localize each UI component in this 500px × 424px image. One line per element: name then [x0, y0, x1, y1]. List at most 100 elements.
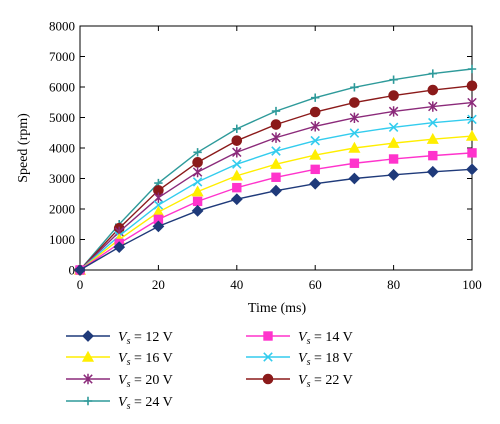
data-point-16v	[465, 129, 479, 141]
series-16v	[73, 129, 479, 275]
legend-marker-24v	[83, 396, 93, 406]
y-tick-label: 4000	[49, 141, 75, 156]
legend: Vs = 12 V Vs = 16 V Vs = 20 V Vs = 24 V Vs =…	[66, 330, 353, 412]
data-point-18v	[467, 114, 477, 125]
legend-marker-22v	[262, 373, 274, 385]
legend-item-16v: Vs = 16 V	[66, 350, 173, 368]
data-point-22v	[270, 119, 282, 130]
data-point-14v	[192, 196, 203, 207]
data-point-12v	[466, 163, 478, 176]
data-point-16v	[309, 148, 322, 160]
data-point-12v	[113, 241, 126, 254]
legend-item-14v: Vs = 14 V	[246, 330, 353, 347]
legend-label-18v: Vs = 18 V	[298, 351, 353, 368]
data-point-12v	[309, 177, 322, 190]
y-tick-label: 7000	[49, 49, 75, 64]
series-line-24v	[79, 68, 473, 271]
data-point-18v	[192, 177, 203, 187]
x-axis: 0 20 40 60 80 100	[77, 26, 482, 292]
x-axis-title: Time (ms)	[248, 301, 307, 316]
data-point-14v	[349, 158, 360, 168]
y-tick-label: 5000	[49, 110, 75, 125]
data-point-14v	[271, 172, 281, 182]
legend-marker-14v	[263, 331, 273, 341]
series-layer	[73, 64, 479, 276]
data-point-18v	[310, 135, 320, 146]
data-point-16v	[426, 132, 439, 144]
data-point-24v	[350, 83, 359, 92]
data-point-12v	[191, 204, 204, 217]
data-point-16v	[191, 185, 204, 197]
data-point-18v	[271, 146, 281, 156]
data-point-20v	[271, 132, 281, 143]
x-tick-label: 60	[309, 277, 322, 292]
data-point-20v	[349, 112, 360, 124]
data-point-12v	[230, 193, 243, 206]
y-axis-title: Speed (rpm)	[16, 113, 31, 183]
plot-area	[79, 25, 473, 271]
legend-label-16v: Vs = 16 V	[118, 351, 173, 368]
data-point-12v	[152, 220, 165, 233]
data-point-14v	[388, 154, 399, 164]
data-point-18v	[388, 122, 399, 133]
x-tick-label: 40	[230, 277, 243, 292]
legend-item-22v: Vs = 22 V	[246, 373, 353, 390]
y-tick-label: 2000	[49, 202, 75, 217]
data-point-14v	[232, 182, 242, 193]
data-point-24v	[428, 69, 437, 78]
data-point-20v	[232, 147, 242, 158]
data-point-18v	[428, 117, 438, 128]
data-point-12v	[270, 184, 282, 197]
legend-label-24v: Vs = 24 V	[118, 395, 173, 412]
data-point-24v	[389, 75, 398, 84]
data-point-14v	[428, 150, 438, 161]
x-tick-label: 20	[152, 277, 165, 292]
data-point-20v	[153, 192, 164, 203]
data-point-16v	[348, 141, 361, 153]
data-point-16v	[387, 136, 400, 148]
legend-marker-20v	[83, 373, 93, 385]
data-point-24v	[467, 64, 477, 74]
data-point-16v	[269, 157, 283, 169]
plot-border	[79, 25, 473, 271]
x-tick-label: 0	[77, 277, 84, 292]
legend-marker-18v	[263, 352, 273, 362]
x-tick-label: 80	[387, 277, 400, 292]
data-point-20v	[192, 166, 203, 178]
data-point-12v	[74, 264, 86, 276]
legend-label-20v: Vs = 20 V	[118, 373, 173, 390]
x-tick-label: 100	[462, 277, 482, 292]
legend-label-12v: Vs = 12 V	[118, 330, 173, 347]
data-point-22v	[309, 106, 321, 118]
data-point-20v	[388, 106, 399, 117]
y-tick-label: 1000	[49, 232, 75, 247]
data-point-22v	[466, 80, 478, 92]
data-point-20v	[428, 101, 438, 112]
y-tick-label: 0	[69, 263, 76, 278]
data-point-12v	[426, 165, 439, 178]
data-point-16v	[230, 169, 243, 181]
series-22v	[74, 80, 478, 276]
data-point-14v	[310, 164, 320, 175]
legend-label-14v: Vs = 14 V	[298, 330, 353, 347]
legend-item-18v: Vs = 18 V	[246, 351, 353, 368]
legend-item-24v: Vs = 24 V	[66, 395, 173, 412]
data-point-24v	[193, 148, 202, 157]
data-point-18v	[153, 200, 164, 210]
legend-item-20v: Vs = 20 V	[66, 373, 173, 390]
data-point-24v	[311, 93, 320, 102]
data-point-24v	[271, 106, 281, 116]
y-tick-label: 6000	[49, 80, 75, 95]
data-point-18v	[232, 159, 242, 169]
series-24v	[75, 64, 477, 275]
data-point-22v	[427, 84, 439, 96]
data-point-12v	[348, 172, 361, 185]
data-point-14v	[467, 148, 477, 158]
data-point-12v	[387, 168, 400, 181]
data-point-22v	[388, 90, 399, 101]
y-tick-label: 3000	[49, 171, 75, 186]
legend-marker-16v	[81, 350, 95, 362]
y-tick-label: 8000	[49, 19, 75, 34]
data-point-24v	[232, 124, 241, 133]
